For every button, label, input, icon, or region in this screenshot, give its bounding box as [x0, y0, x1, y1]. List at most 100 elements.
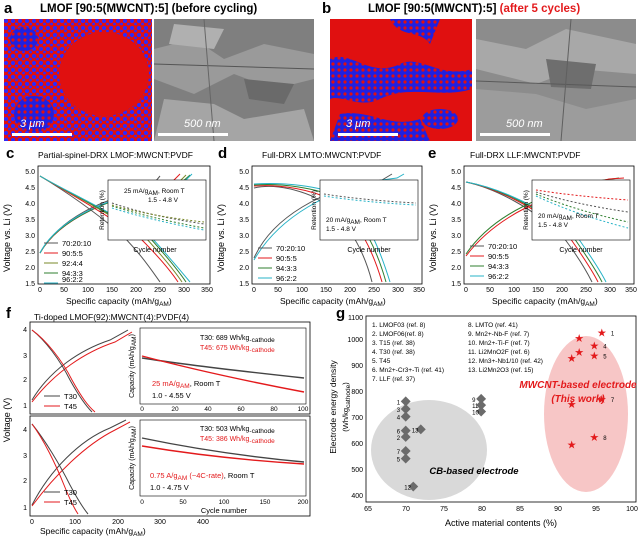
point-label: 9 [472, 398, 476, 404]
d-ytick: 5.0 [239, 169, 249, 176]
f-bot-charge-t45 [31, 421, 131, 507]
d-ylabel: Voltage vs. Li (V) [216, 204, 226, 272]
c-inset-series [111, 202, 205, 225]
f-legend-entry: T30 [64, 392, 77, 401]
point-label: 12 [404, 486, 411, 492]
panel-c-chart: Voltage vs. Li (V) 1.5 2.0 2.5 3.0 3.5 4… [2, 165, 213, 308]
cb-data-point [415, 424, 426, 435]
d-legend-entry: 94:3:3 [276, 264, 297, 273]
f-bot-inset-xtick: 50 [179, 499, 187, 506]
mwcnt-data-point: ★ [567, 399, 577, 411]
f-top-inset-frame [139, 327, 307, 405]
f-bot-inset-t30 [141, 437, 305, 463]
e-xtick: 300 [604, 287, 616, 294]
f-bot-inset-xtick: 200 [298, 499, 309, 506]
g-xtick: 65 [364, 506, 372, 513]
e-xtick: 50 [486, 287, 494, 294]
g-ref-item: 2. LMOF06(ref. 8) [372, 331, 424, 338]
f-xtick: 200 [112, 519, 124, 526]
point-label: 6 [397, 430, 401, 436]
eds-map-after-graphic [330, 19, 472, 141]
d-ytick: 4.5 [239, 185, 249, 192]
cb-data-point [400, 432, 411, 442]
d-ytick: 3.0 [239, 233, 249, 240]
f-top-discharge-t45 [31, 329, 96, 413]
g-ytick: 400 [351, 493, 363, 500]
d-xtick: 250 [368, 287, 380, 294]
g-xtick: 80 [478, 506, 486, 513]
f-bottom-frame [29, 415, 311, 517]
eds-map-before: 3 μm [4, 19, 152, 141]
c-ytick: 2.5 [25, 249, 35, 256]
e-ytick: 3.0 [451, 233, 461, 240]
point-label: 10 [472, 411, 479, 417]
g-ref-item: 4. T30 (ref. 38) [372, 349, 415, 356]
g-ref-item: 1. LMOF03 (ref. 8) [372, 322, 425, 329]
panel-a-title-main: LMOF [90:5(MWCNT):5] [40, 3, 169, 15]
e-ytick: 1.5 [451, 281, 461, 288]
panel-d-chart: Voltage vs. Li (V) 1.5 2.0 2.5 3.0 3.5 4… [216, 165, 425, 308]
scale-a-left: 3 μm [20, 118, 45, 130]
mwcnt-data-point: ★ [589, 432, 599, 444]
panel-d-letter: d [218, 145, 228, 162]
g-ytick: 600 [351, 441, 363, 448]
e-legend-entry: 96:2:2 [488, 272, 509, 281]
e-xtick: 0 [464, 287, 468, 294]
panel-b-title-suffix: (after 5 cycles) [499, 3, 581, 15]
f-top-rate: 25 mA/gAM, Room T [152, 379, 221, 390]
f-top-inset-xtick: 60 [237, 406, 245, 413]
panel-a-letter: a [4, 0, 13, 17]
g-ref-item: 10. Mn2+-Ti-F (ref. 7) [468, 340, 530, 347]
c-ytick: 4.5 [25, 185, 35, 192]
g-ylabel2: (Wh/kgcathode) [341, 382, 352, 432]
mwcnt-data-point: ★ [589, 351, 599, 363]
c-xtick: 300 [178, 287, 190, 294]
f-xtick: 100 [69, 519, 81, 526]
d-xtick: 150 [320, 287, 332, 294]
d-discharge-70 [253, 185, 373, 283]
e-ytick: 3.5 [451, 217, 461, 224]
f-xlabel: Specific capacity (mAh/gAM) [40, 526, 146, 536]
c-yticks: 1.5 2.0 2.5 3.0 3.5 4.0 4.5 5.0 [25, 169, 35, 288]
c-ylabel: Voltage vs. Li (V) [2, 204, 12, 272]
g-ytick: 500 [351, 467, 363, 474]
c-inset-note2: 1.5 - 4.8 V [148, 197, 179, 204]
point-label: 2 [397, 436, 401, 442]
g-ytick: 1100 [348, 315, 363, 322]
g-ref-list-left: 1. LMOF03 (ref. 8) 2. LMOF06(ref. 8) 3. … [372, 322, 444, 383]
d-xlabel: Specific capacity (mAh/gAM) [280, 296, 386, 308]
c-inset-ylabel: Retention (%) [99, 190, 106, 230]
f-top-inset-xtick: 0 [140, 406, 144, 413]
d-legend-entry: 90:5:5 [276, 254, 297, 263]
f-bot-t45: T45: 386 Wh/kg-cathode [200, 436, 275, 445]
g-frame [365, 315, 637, 503]
e-legend: 70:20:10 90:5:5 94:3:3 96:2:2 [470, 242, 517, 281]
c-inset-series [111, 205, 205, 229]
c-legend-entry: 94:3:3 [62, 269, 83, 278]
d-ytick: 2.5 [239, 249, 249, 256]
e-xtick: 100 [508, 287, 520, 294]
f-top-inset-xticks: 0 20 40 60 80 100 [140, 406, 309, 413]
cb-data-point [400, 446, 411, 456]
panel-d-title: Full-DRX LMTO:MWCNT:PVDF [262, 150, 382, 160]
mwcnt-data-point: ★ [597, 328, 607, 340]
f-bot-charge-t30 [31, 419, 127, 506]
f-bot-t30: T30: 503 Wh/kg-cathode [200, 426, 275, 435]
f-ytick: 1 [23, 505, 27, 512]
g-ytick: 700 [351, 415, 363, 422]
f-bot-inset-xticks: 0 50 100 150 200 [140, 499, 309, 506]
mwcnt-data-point: ★ [597, 394, 607, 406]
point-label: 4 [603, 344, 607, 350]
e-inset-note2: 1.5 - 4.8 V [538, 222, 569, 229]
mwcnt-data-point: ★ [567, 440, 577, 452]
f-top-frame [29, 321, 311, 415]
point-label: 13 [412, 428, 419, 434]
e-legend-entry: 90:5:5 [488, 252, 509, 261]
sem-texture-before [154, 19, 314, 141]
e-ytick: 5.0 [451, 169, 461, 176]
d-xtick: 0 [252, 287, 256, 294]
f-bot-inset-xtick: 0 [140, 499, 144, 506]
f-top-inset-t45 [141, 355, 305, 393]
panel-e-title: Full-DRX LLF:MWCNT:PVDF [470, 150, 581, 160]
point-label: 3 [397, 408, 401, 414]
